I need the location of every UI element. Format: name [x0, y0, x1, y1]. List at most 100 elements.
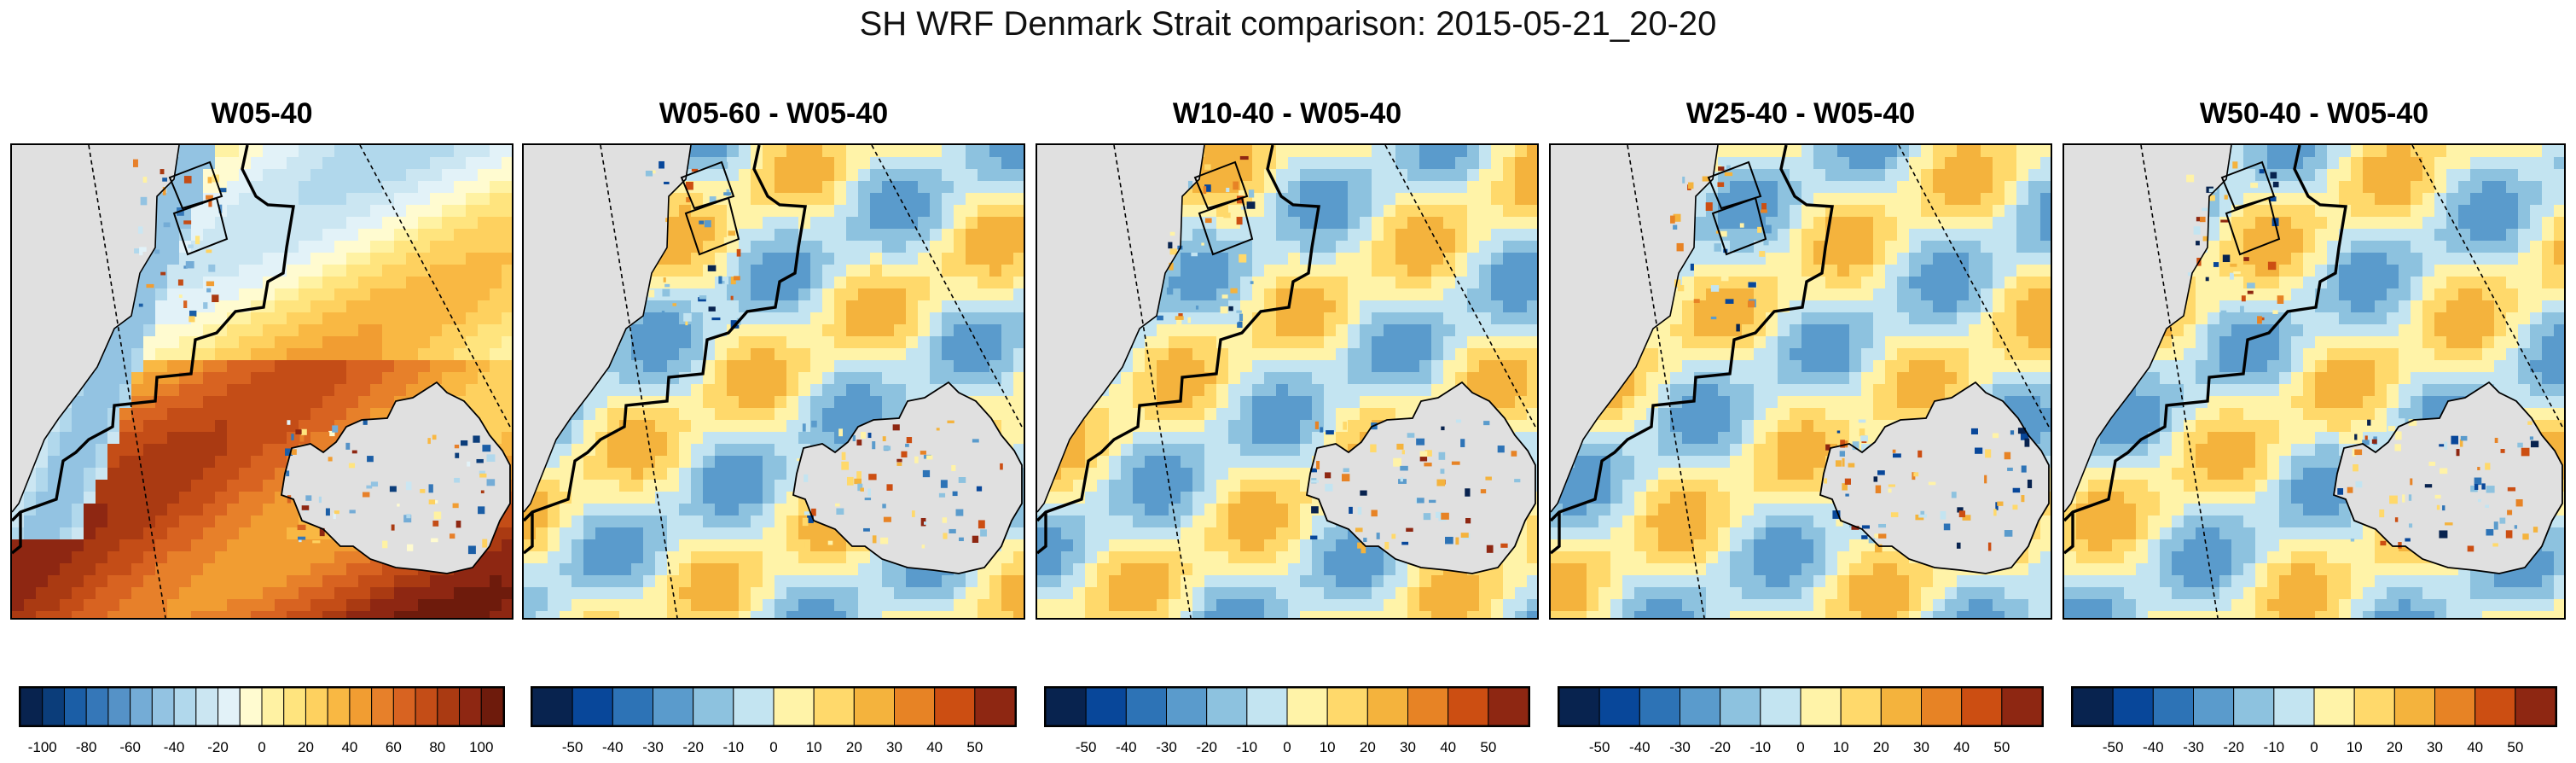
colorbar — [19, 686, 505, 727]
colorbar-bin — [371, 688, 394, 725]
field-map — [1551, 145, 2051, 618]
colorbar-tick-label: 40 — [2467, 739, 2484, 755]
colorbar-bin — [974, 688, 1015, 725]
colorbar-bin — [2393, 688, 2436, 725]
panel-title: W50-40 - W05-40 — [2199, 97, 2429, 130]
colorbar-bin — [459, 688, 482, 725]
colorbar-bin — [218, 688, 241, 725]
colorbar-bin — [2073, 688, 2114, 725]
colorbar-bin — [653, 688, 694, 725]
panel-title: W10-40 - W05-40 — [1172, 97, 1402, 130]
greenland-land — [1037, 145, 1204, 512]
coastal-anomalies — [132, 159, 496, 555]
coast-boundary — [12, 145, 295, 522]
domain-box — [1193, 160, 1249, 210]
domain-box — [168, 160, 223, 210]
meridian-line — [1113, 145, 1192, 618]
colorbar-tick-label: 50 — [2507, 739, 2524, 755]
field-map — [1037, 145, 1537, 618]
colorbar-bin — [1326, 688, 1368, 725]
coast-boundary — [2332, 381, 2563, 574]
colorbar-bin — [1598, 688, 1640, 725]
colorbar-tick-label: -20 — [207, 739, 229, 755]
iceland-land — [281, 382, 510, 574]
map-panel — [10, 143, 513, 620]
colorbar-tick-label: 60 — [385, 739, 402, 755]
panel-title: W05-60 - W05-40 — [659, 97, 889, 130]
colorbar-bin — [1085, 688, 1127, 725]
colorbar-bin — [173, 688, 197, 725]
colorbar-tick-label: -10 — [2263, 739, 2285, 755]
colorbar-bin — [1680, 688, 1721, 725]
colorbar-tick-label: -30 — [1669, 739, 1691, 755]
colorbar-bin — [195, 688, 219, 725]
colorbar-bin — [349, 688, 373, 725]
iceland-land — [1307, 382, 1535, 574]
colorbar-tick-label: -20 — [1709, 739, 1731, 755]
colorbar-bin — [2193, 688, 2235, 725]
coast-boundary — [1037, 145, 1320, 522]
coast-boundary — [2064, 512, 2074, 555]
domain-box — [1707, 160, 1762, 210]
greenland-land — [2064, 145, 2231, 512]
colorbar-bin — [2434, 688, 2476, 725]
colorbar-bin — [2313, 688, 2355, 725]
field-map — [12, 145, 512, 618]
field-shading — [2064, 145, 2564, 618]
colorbar — [2071, 686, 2557, 727]
colorbar-bin — [1639, 688, 1681, 725]
colorbar-tick-label: -30 — [2183, 739, 2204, 755]
iceland-land — [1820, 382, 2049, 574]
colorbar-tick-label: -100 — [27, 739, 57, 755]
colorbar-bin — [239, 688, 263, 725]
colorbar-bin — [2001, 688, 2042, 725]
colorbar-bin — [1921, 688, 1963, 725]
colorbar-tick-label: 50 — [1480, 739, 1497, 755]
colorbar-tick-label: -50 — [1588, 739, 1610, 755]
coastal-anomalies — [2186, 161, 2539, 552]
panel-title: W25-40 - W05-40 — [1685, 97, 1916, 130]
colorbar-bin — [571, 688, 613, 725]
colorbar-bin — [2112, 688, 2154, 725]
domain-box — [684, 196, 740, 256]
colorbar-bin — [1800, 688, 1842, 725]
colorbar-bin — [1246, 688, 1288, 725]
colorbar-bin — [42, 688, 65, 725]
coast-boundary — [792, 381, 1023, 574]
colorbar-tick-label: 80 — [429, 739, 446, 755]
colorbar-bin — [63, 688, 87, 725]
colorbar-tick-label: 40 — [1953, 739, 1970, 755]
coast-boundary — [12, 512, 22, 555]
colorbar-bin — [1720, 688, 1761, 725]
coast-boundary — [12, 145, 180, 513]
colorbar-bin — [305, 688, 328, 725]
colorbar-bin — [2515, 688, 2556, 725]
colorbar-tick-label: 100 — [469, 739, 494, 755]
colorbar-bin — [392, 688, 416, 725]
field-shading — [12, 145, 512, 618]
colorbar-bin — [1166, 688, 1208, 725]
meridian-line — [600, 145, 678, 618]
colorbar-tick-label: -40 — [1116, 739, 1137, 755]
colorbar-bin — [853, 688, 896, 725]
colorbar-tick-label: 40 — [926, 739, 943, 755]
greenland-land — [12, 145, 179, 512]
coast-boundary — [1551, 512, 1561, 555]
colorbar-bin — [2474, 688, 2516, 725]
colorbar-tick-label: -20 — [1196, 739, 1217, 755]
map-panel — [522, 143, 1025, 620]
coastal-anomalies — [1670, 165, 2033, 553]
colorbar-bin — [283, 688, 306, 725]
colorbar-bin — [2233, 688, 2275, 725]
iceland-land — [2334, 382, 2562, 574]
field-map — [524, 145, 1024, 618]
colorbar-tick-label: 20 — [1359, 739, 1376, 755]
coast-boundary — [1551, 145, 1834, 522]
colorbar-tick-label: 0 — [1796, 739, 1805, 755]
meridian-line — [1627, 145, 1705, 618]
colorbar-tick-label: 0 — [2310, 739, 2318, 755]
colorbar — [1558, 686, 2044, 727]
colorbar-bin — [130, 688, 153, 725]
colorbar-bin — [612, 688, 654, 725]
colorbar-bin — [1206, 688, 1248, 725]
